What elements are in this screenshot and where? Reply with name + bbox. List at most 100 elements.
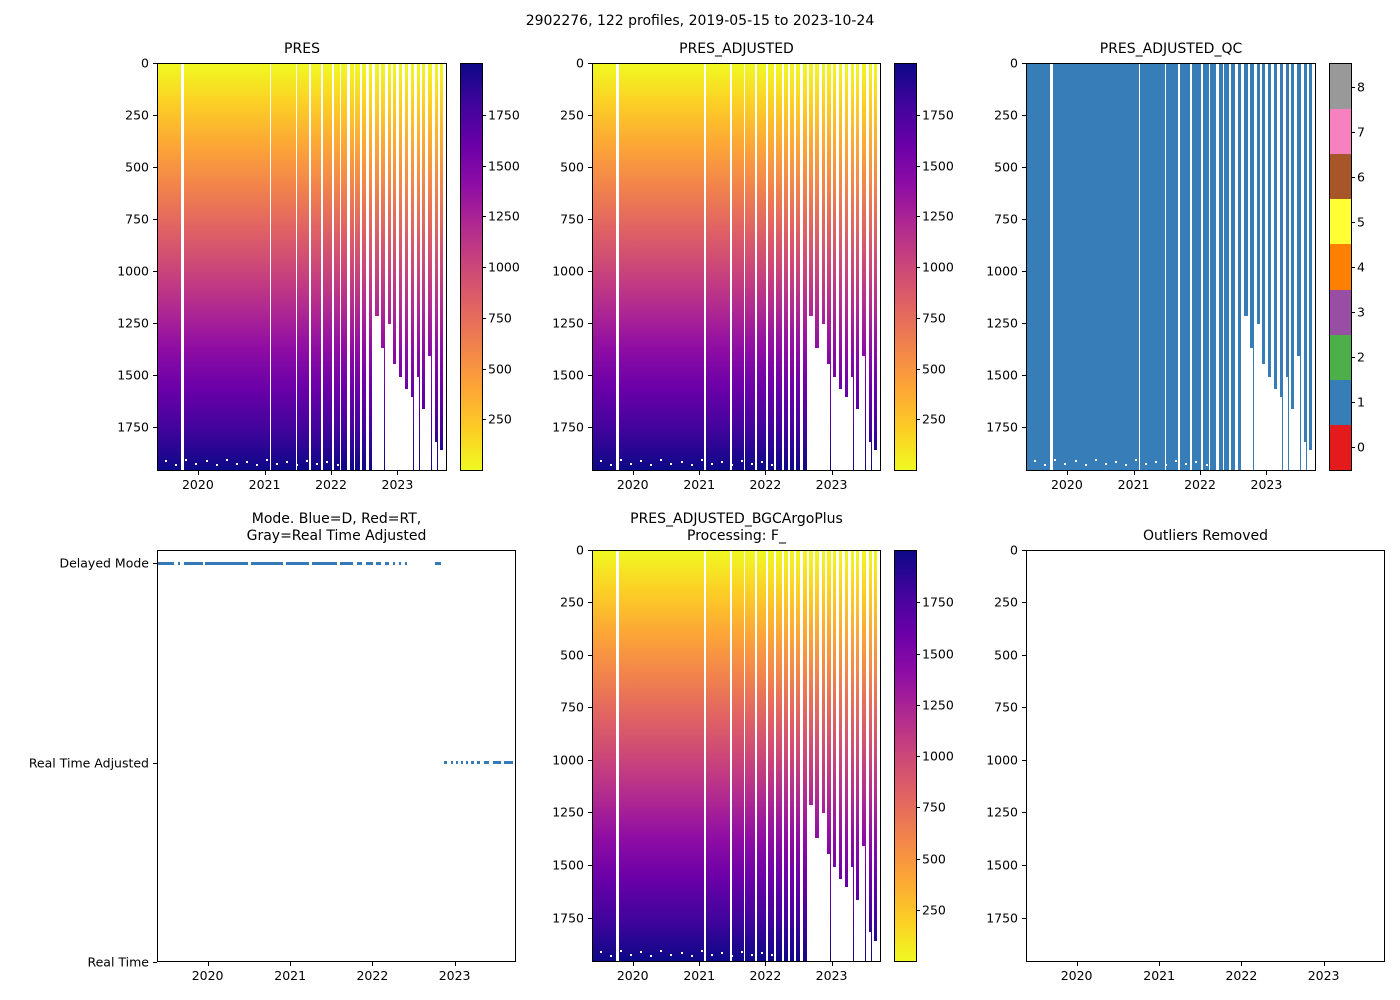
x-tick-label: 2023	[381, 477, 414, 492]
missing-profile-gap	[812, 551, 816, 961]
x-tick-label: 2023	[815, 968, 848, 983]
y-tick-label: 500	[560, 647, 584, 663]
short-profile-mask	[387, 323, 391, 470]
mode-marker-real-time-adjusted	[492, 760, 502, 764]
short-profile-mask	[1243, 315, 1248, 470]
x-tick-label: 2022	[749, 477, 782, 492]
missing-profile-gap	[295, 64, 298, 470]
short-profile-mask	[1250, 348, 1254, 470]
missing-profile-gap	[1247, 64, 1251, 470]
y-tick-label: 1250	[552, 804, 584, 820]
colorbar-tick-label: 1750	[488, 107, 520, 123]
profile-bottom-speck	[1185, 463, 1188, 466]
profile-bottom-speck	[720, 951, 723, 954]
colorbar-gradient	[461, 64, 482, 470]
missing-profile-gap	[309, 64, 311, 470]
colorbar-tick	[916, 807, 920, 809]
missing-profile-gap	[442, 64, 446, 470]
missing-profile-gap	[853, 64, 857, 470]
colorbar-tick-label: 1000	[488, 259, 520, 275]
colorbar-tick-label: 1500	[922, 646, 954, 661]
mode-marker-delayed-mode	[405, 562, 408, 566]
x-tick-label: 2022	[1184, 477, 1216, 492]
short-profile-mask	[874, 940, 877, 961]
short-profile-mask	[832, 866, 836, 961]
missing-profile-gap	[859, 551, 863, 961]
missing-profile-gap	[1164, 64, 1167, 470]
profile-bottom-speck	[255, 463, 258, 466]
mode-marker-real-time-adjusted	[460, 760, 463, 764]
missing-profile-gap	[865, 64, 870, 470]
profile-bottom-speck	[670, 463, 673, 466]
short-profile-mask	[1291, 409, 1294, 470]
y-tick-label: 1500	[552, 367, 584, 383]
y-tick	[1022, 63, 1026, 64]
y-tick-label: 250	[125, 107, 149, 123]
short-profile-mask	[440, 449, 443, 470]
profile-bottom-speck	[1205, 463, 1208, 466]
colorbar-tick	[1351, 221, 1355, 223]
colorbar-tick-label: 1	[1357, 394, 1365, 410]
missing-profile-gap	[847, 64, 851, 470]
missing-profile-gap	[1306, 64, 1310, 470]
colorbar: 1750 1500 1250 1000 750 500 250	[894, 63, 954, 471]
missing-profile-gap	[830, 551, 833, 961]
profile-bottom-speck	[326, 461, 329, 464]
y-tick	[1022, 550, 1026, 551]
colorbar-tick	[916, 216, 920, 218]
missing-profile-gap	[704, 64, 706, 470]
missing-profile-gap	[269, 64, 272, 470]
short-profile-mask	[422, 409, 425, 470]
y-tick-label: 250	[560, 107, 584, 123]
x-tick	[632, 471, 634, 475]
y-tick	[153, 563, 157, 565]
missing-profile-gap	[847, 551, 851, 961]
profile-bottom-speck	[650, 464, 653, 467]
y-tick	[153, 114, 157, 116]
mode-marker-delayed-mode	[340, 562, 354, 566]
profile-bottom-speck	[266, 459, 269, 462]
profile-bottom-speck	[1135, 459, 1138, 462]
colorbar-tick-label: 500	[922, 361, 946, 376]
y-tick-label: 0	[1010, 55, 1018, 71]
missing-profile-gap	[755, 64, 758, 470]
short-profile-mask	[808, 805, 813, 961]
profile-bottom-speck	[700, 459, 703, 462]
missing-profile-gap	[321, 64, 324, 470]
qc-colorband-7	[1330, 109, 1351, 155]
profile-bottom-speck	[286, 460, 289, 463]
profile-bottom-speck	[600, 950, 603, 953]
colorbar-tick	[482, 317, 486, 319]
y-tick	[153, 63, 157, 64]
y-tick	[588, 812, 592, 814]
profile-bottom-speck	[720, 460, 723, 463]
profile-bottom-speck	[640, 951, 643, 954]
y-tick-label: 1000	[986, 263, 1018, 279]
x-tick-label: 2022	[1225, 968, 1258, 983]
missing-profile-gap	[1234, 64, 1238, 470]
y-tick-label: 750	[125, 211, 149, 227]
profile-bottom-speck	[740, 950, 743, 953]
y-tick	[153, 426, 157, 428]
x-tick	[1241, 962, 1243, 966]
missing-profile-gap	[704, 551, 706, 961]
profile-bottom-speck	[690, 463, 693, 466]
y-tick-label: 0	[141, 55, 149, 71]
short-profile-mask	[844, 396, 848, 470]
missing-profile-gap	[871, 551, 875, 961]
missing-profile-gap	[1208, 64, 1211, 470]
colorbar-tick-label: 250	[488, 411, 512, 427]
short-profile-mask	[410, 396, 414, 470]
plot-title-line: Outliers Removed	[1143, 528, 1268, 544]
y-tick-label: 750	[994, 211, 1018, 227]
profile-bottom-speck	[245, 460, 248, 463]
short-profile-mask	[874, 449, 877, 470]
x-tick-label: 2020	[1050, 477, 1083, 492]
x-tick	[765, 471, 767, 475]
colorbar-tick-label: 2	[1357, 349, 1365, 365]
profile-bottom-speck	[630, 462, 633, 465]
plot-title-line: Gray=Real Time Adjusted	[246, 528, 427, 544]
missing-profile-gap	[836, 64, 839, 470]
short-profile-mask	[862, 846, 866, 961]
colorbar-tick-label: 750	[922, 310, 946, 326]
